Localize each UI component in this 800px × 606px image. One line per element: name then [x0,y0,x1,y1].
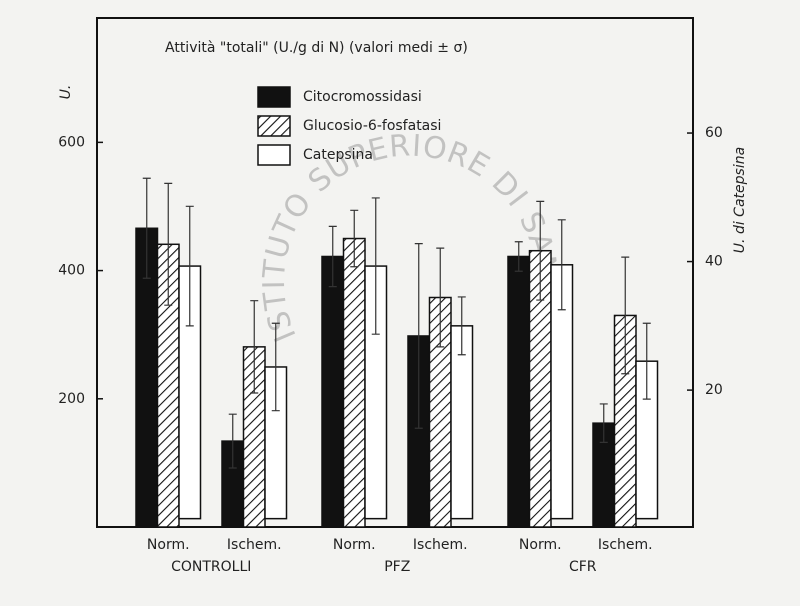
error-bar [599,403,608,443]
y-tick-label: 400 [58,263,85,279]
group-label: PFZ [384,559,410,575]
error-bar [371,197,380,335]
error-bar [621,256,630,375]
x-tick-label: Ischem. [227,537,282,553]
error-bar [514,241,523,272]
y-tick-label: 600 [58,134,85,150]
legend-swatch [257,115,291,137]
error-bar [185,205,194,327]
error-bar [642,322,651,400]
error-bar [414,243,423,429]
x-tick-label: Norm. [519,537,562,553]
error-bar [557,219,566,311]
legend-label: Catepsina [303,147,373,163]
error-bar [436,247,445,348]
y2-tick-label: 60 [705,125,723,141]
y-tick-label: 200 [58,391,85,407]
error-bar [328,225,337,288]
legend-swatch [257,86,291,108]
error-bar [271,322,280,412]
bar [342,237,366,528]
error-bar [228,413,237,469]
x-tick-label: Ischem. [413,537,468,553]
x-tick-label: Ischem. [598,537,653,553]
y2-tick-label: 40 [705,254,723,270]
group-label: CFR [569,559,597,575]
error-bar [536,200,545,301]
chart-title: Attività "totali" (U./g di N) (valori me… [165,40,468,56]
error-bar [457,296,466,356]
legend-label: Citocromossidasi [303,89,422,105]
y2-axis-label: U. di Catepsina [732,147,748,253]
y2-tick-label: 20 [705,382,723,398]
legend-swatch [257,144,291,166]
x-tick-label: Norm. [333,537,376,553]
plot-frame [96,17,694,528]
bar [507,255,531,528]
error-bar [250,300,259,394]
y-axis-label: U. [58,85,74,100]
bar [321,255,345,528]
x-tick-label: Norm. [147,537,190,553]
error-bar [164,182,173,306]
group-label: CONTROLLI [171,559,251,575]
legend-label: Glucosio-6-fosfatasi [303,118,441,134]
error-bar [142,177,151,279]
error-bar [350,209,359,268]
